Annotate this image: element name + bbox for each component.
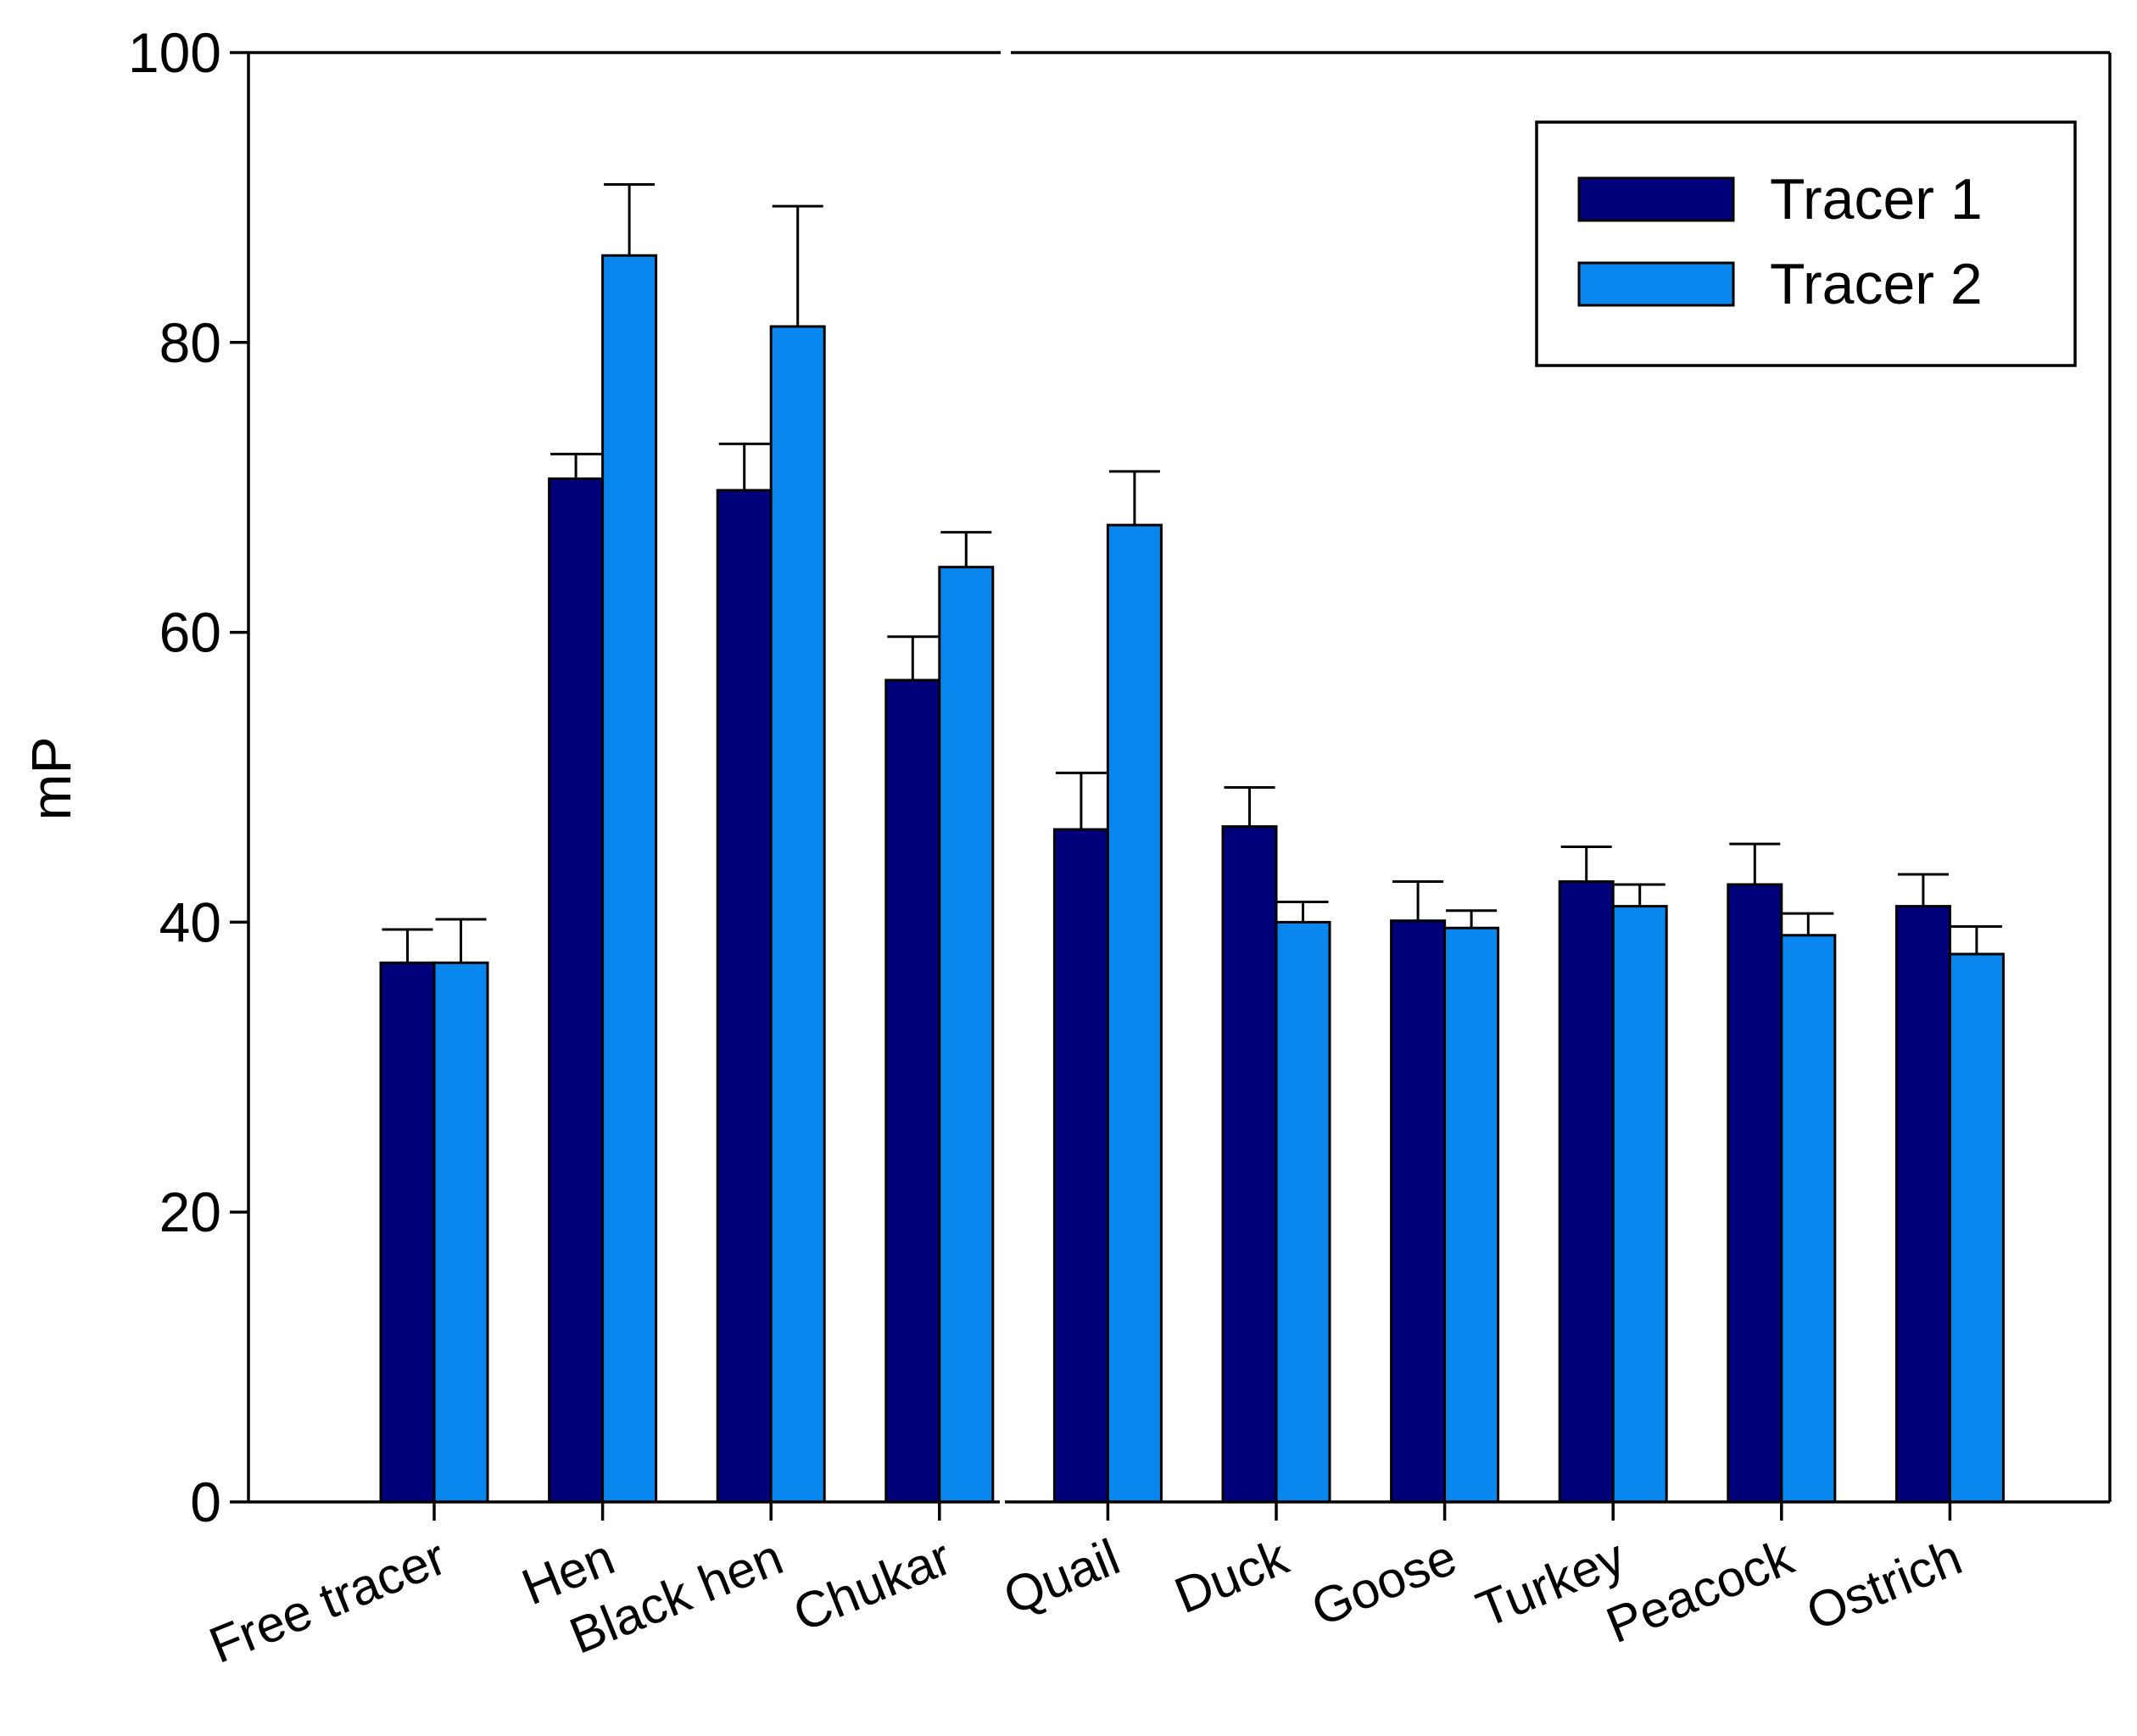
error-bar-tracer-1-goose — [1392, 880, 1444, 921]
bar-tracer-1-black-hen — [716, 488, 773, 1504]
bar-tracer-1-free-tracer — [379, 961, 436, 1504]
error-bar-tracer-2-free-tracer — [435, 918, 487, 963]
x-category-label: Ostrich — [1799, 1528, 1969, 1641]
bar-tracer-2-quail — [1106, 523, 1163, 1504]
bar-tracer-2-peacock — [1780, 934, 1837, 1504]
bar-tracer-2-black-hen — [769, 325, 826, 1504]
bar-tracer-2-chukar — [938, 566, 995, 1504]
bar-tracer-1-ostrich — [1894, 905, 1951, 1504]
error-bar-tracer-2-quail — [1108, 470, 1160, 526]
bar-tracer-2-turkey — [1611, 905, 1668, 1504]
y-tick-label: 80 — [159, 311, 221, 374]
error-bar-tracer-1-chukar — [887, 635, 939, 680]
error-bar-tracer-1-hen — [550, 452, 602, 479]
x-category-label: Quail — [996, 1528, 1127, 1626]
y-tick-label: 100 — [128, 21, 221, 84]
bar-tracer-1-chukar — [884, 678, 941, 1504]
bar-tracer-2-hen — [601, 254, 658, 1504]
legend-swatch-tracer-1 — [1577, 176, 1735, 222]
error-bars-layer — [382, 183, 2002, 963]
x-category-label: Peacock — [1599, 1528, 1801, 1655]
x-category-label: Duck — [1167, 1528, 1297, 1625]
error-bar-tracer-1-peacock — [1729, 842, 1781, 885]
error-bar-tracer-1-black-hen — [718, 442, 770, 491]
bar-tracer-1-duck — [1221, 825, 1278, 1504]
bar-tracer-1-turkey — [1558, 880, 1615, 1504]
bars-layer — [379, 254, 2005, 1504]
bar-tracer-1-hen — [548, 477, 605, 1504]
error-bar-tracer-2-turkey — [1614, 883, 1666, 907]
x-category-label: Free tracer — [202, 1528, 454, 1674]
bar-tracer-2-goose — [1443, 926, 1500, 1504]
bar-tracer-2-duck — [1275, 920, 1331, 1504]
error-bar-tracer-1-turkey — [1560, 846, 1612, 882]
legend-label-tracer-2: Tracer 2 — [1770, 252, 1983, 316]
error-bar-tracer-2-duck — [1277, 900, 1329, 923]
error-bar-tracer-2-chukar — [940, 531, 992, 567]
legend: Tracer 1 Tracer 2 — [1535, 120, 2077, 367]
error-bar-tracer-1-duck — [1224, 785, 1275, 827]
error-bar-tracer-2-hen — [604, 183, 656, 256]
error-bar-tracer-2-goose — [1446, 909, 1498, 929]
y-axis-title: mP — [20, 737, 82, 821]
error-bar-tracer-1-free-tracer — [382, 928, 433, 963]
error-bar-tracer-2-peacock — [1783, 912, 1834, 935]
x-category-label: Goose — [1303, 1528, 1464, 1637]
x-category-label: Chukar — [785, 1528, 958, 1643]
y-tick-label: 60 — [159, 601, 221, 664]
error-bar-tracer-1-ostrich — [1897, 873, 1949, 907]
bar-tracer-1-peacock — [1727, 883, 1783, 1504]
error-bar-tracer-2-black-hen — [772, 204, 823, 327]
legend-label-tracer-1: Tracer 1 — [1770, 167, 1983, 232]
y-tick-label: 20 — [159, 1181, 221, 1243]
y-tick-label: 40 — [159, 890, 221, 953]
y-tick-label: 0 — [190, 1471, 221, 1533]
bar-tracer-2-ostrich — [1948, 952, 2005, 1504]
legend-swatch-tracer-2 — [1577, 261, 1735, 307]
bar-tracer-2-free-tracer — [432, 961, 489, 1504]
error-bar-tracer-2-ostrich — [1950, 925, 2002, 954]
bar-tracer-1-quail — [1052, 828, 1109, 1504]
legend-box — [1535, 120, 2077, 367]
error-bar-tracer-1-quail — [1055, 771, 1107, 830]
bar-tracer-1-goose — [1390, 919, 1447, 1504]
